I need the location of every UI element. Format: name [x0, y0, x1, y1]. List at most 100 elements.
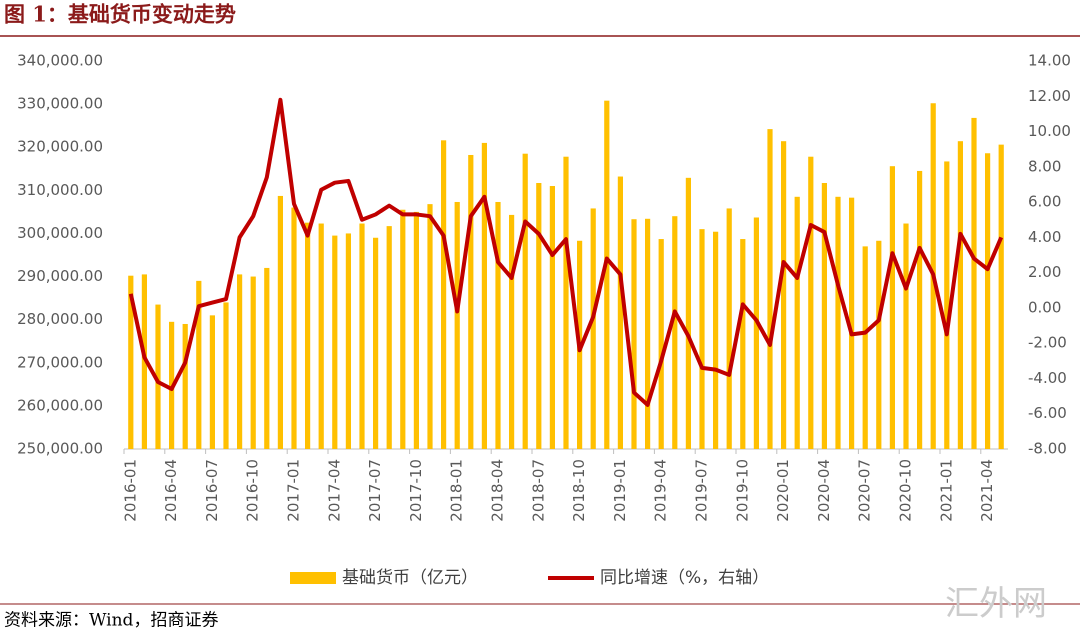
bar — [604, 100, 610, 449]
x-tick-label: 2018-04 — [489, 459, 507, 522]
y2-tick-label: 12.00 — [1028, 87, 1071, 105]
y2-tick-label: 4.00 — [1028, 228, 1061, 246]
bar — [400, 209, 406, 449]
x-tick-label: 2020-01 — [774, 459, 792, 522]
x-tick-label: 2019-10 — [733, 459, 751, 522]
bar — [196, 280, 202, 449]
x-tick-label: 2020-07 — [856, 459, 874, 522]
x-tick-label: 2017-04 — [325, 459, 343, 522]
bar — [590, 208, 596, 449]
bar — [495, 201, 501, 449]
bar — [182, 323, 188, 449]
y2-tick-label: 8.00 — [1028, 157, 1061, 175]
x-tick-label: 2016-04 — [162, 459, 180, 522]
y2-tick-label: -8.00 — [1028, 440, 1067, 458]
bar — [454, 201, 460, 449]
x-tick-label: 2021-04 — [978, 459, 996, 522]
x-tick-label: 2019-04 — [652, 459, 670, 522]
y2-tick-label: 14.00 — [1028, 52, 1071, 70]
bar — [998, 144, 1004, 449]
line — [128, 97, 1004, 407]
bar — [223, 302, 229, 449]
x-tick-label: 2020-10 — [897, 459, 915, 522]
x-tick-label: 2016-01 — [121, 459, 139, 522]
bar — [441, 140, 447, 449]
x-tick-label: 2018-01 — [448, 459, 466, 522]
y-tick-label: 280,000.00 — [17, 310, 103, 328]
bar — [794, 196, 800, 449]
y2-tick-label: 0.00 — [1028, 298, 1061, 316]
x-tick-label: 2018-07 — [529, 459, 547, 522]
x-tick-label: 2017-01 — [285, 459, 303, 522]
bar — [373, 237, 379, 449]
bar — [971, 117, 977, 449]
y-tick-label: 260,000.00 — [17, 396, 103, 414]
legend-label: 同比增速（%，右轴） — [600, 568, 769, 588]
bar — [291, 207, 297, 449]
bar — [985, 153, 991, 449]
bar — [835, 196, 841, 449]
y-tick-label: 300,000.00 — [17, 224, 103, 242]
y2-tick-label: -2.00 — [1028, 334, 1067, 352]
bar — [876, 240, 882, 449]
legend-label: 基础货币（亿元） — [342, 568, 478, 588]
bar — [359, 223, 365, 449]
bar — [522, 153, 528, 449]
bar — [481, 142, 487, 449]
bar — [386, 226, 392, 449]
bar — [128, 275, 134, 449]
bar — [944, 161, 950, 449]
bar — [318, 223, 324, 449]
bar — [767, 129, 773, 450]
source: 资料来源：Wind，招商证券 — [4, 611, 218, 631]
legend-swatch — [290, 572, 336, 584]
watermark: 汇外网 — [945, 584, 1047, 624]
y-tick-label: 290,000.00 — [17, 267, 103, 285]
y2-tick-label: 10.00 — [1028, 122, 1071, 140]
x-tick-label: 2020-04 — [815, 459, 833, 522]
bar — [808, 156, 814, 449]
bar — [332, 235, 338, 449]
bar — [849, 197, 855, 449]
y-tick-label: 270,000.00 — [17, 353, 103, 371]
x-tick-label: 2019-01 — [611, 459, 629, 522]
bar — [821, 183, 827, 449]
bar — [740, 239, 746, 449]
bar — [903, 223, 909, 449]
bar — [726, 208, 732, 449]
y-tick-label: 320,000.00 — [17, 138, 103, 156]
y2-tick-label: -6.00 — [1028, 404, 1067, 422]
bar — [264, 267, 270, 449]
bar — [781, 141, 787, 450]
x-tick-label: 2016-10 — [244, 459, 262, 522]
x-tick-label: 2018-10 — [570, 459, 588, 522]
bar — [753, 217, 759, 449]
bar — [917, 170, 923, 449]
bar — [509, 214, 515, 449]
y2-tick-label: 2.00 — [1028, 263, 1061, 281]
bar — [957, 141, 963, 450]
chart-title: 图 1：基础货币变动走势 — [4, 2, 236, 27]
bar — [658, 239, 664, 449]
bar — [141, 274, 147, 449]
y-tick-label: 310,000.00 — [17, 181, 103, 199]
bar — [713, 231, 719, 449]
bar — [413, 211, 419, 449]
bar — [889, 166, 895, 450]
x-tick-label: 2017-10 — [407, 459, 425, 522]
bar — [345, 233, 351, 449]
bar — [468, 154, 474, 449]
y-tick-label: 340,000.00 — [17, 52, 103, 70]
bar — [617, 176, 623, 449]
bar — [645, 218, 651, 449]
y2-tick-label: 6.00 — [1028, 193, 1061, 211]
y-tick-label: 250,000.00 — [17, 440, 103, 458]
x-tick-label: 2016-07 — [203, 459, 221, 522]
bar — [277, 195, 283, 449]
bar — [536, 183, 542, 449]
x-tick-label: 2019-07 — [693, 459, 711, 522]
x-tick-label: 2017-07 — [366, 459, 384, 522]
bar — [427, 204, 433, 449]
x-tick-label: 2021-01 — [937, 459, 955, 522]
